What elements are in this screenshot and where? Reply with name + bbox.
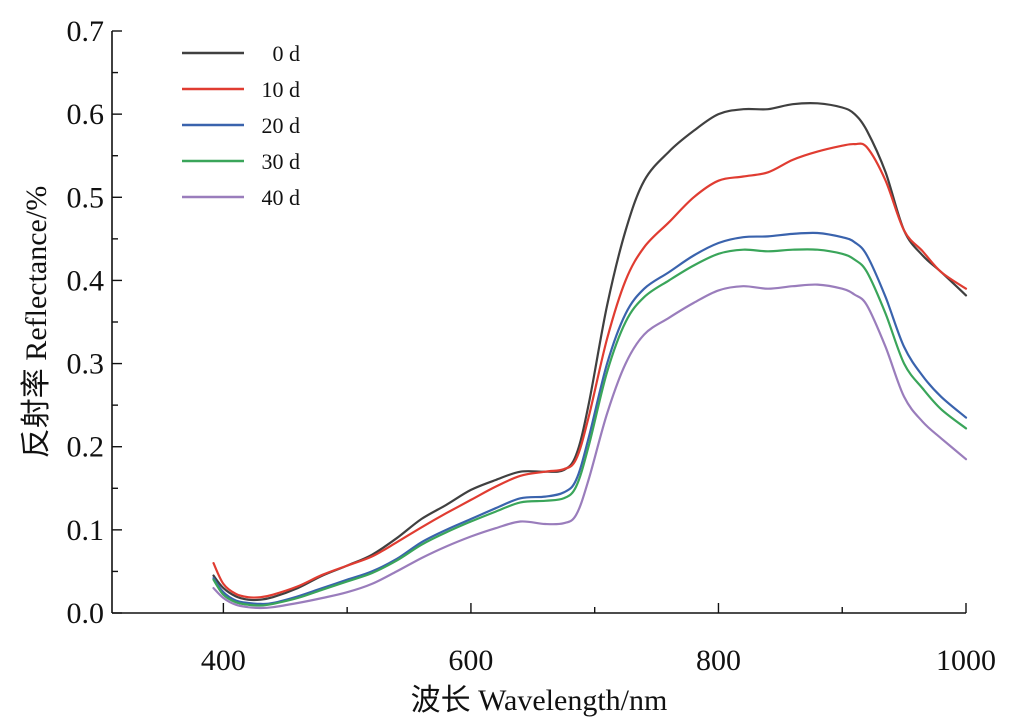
legend-label: 40 d [262,185,301,210]
y-tick-label: 0.7 [67,15,105,48]
legend-label: 0 d [273,41,301,66]
y-tick-label: 0.5 [67,181,105,214]
series-line-30d [212,248,968,607]
series-line-20d [212,231,968,606]
x-tick-label: 400 [201,644,246,677]
x-tick-label: 600 [448,644,493,677]
y-tick-label: 0.1 [67,514,105,547]
legend-label: 30 d [262,149,301,174]
tick-labels: 0.0 0.1 0.2 0.3 0.4 0.5 0.6 0.7 400 600 800 1000 [67,15,997,677]
series-line-10d [212,142,968,599]
series-line-0d [212,101,968,602]
y-tick-label: 0.6 [67,98,105,131]
legend: 0 d 10 d 20 d 30 d 40 d [182,41,300,210]
ticks [112,30,967,614]
x-axis-title: 波长 Wavelength/nm [411,684,668,717]
series-line-40d [212,283,968,610]
x-tick-label: 800 [696,644,741,677]
y-tick-label: 0.0 [67,597,105,630]
y-tick-label: 0.3 [67,348,105,381]
series-lines [212,101,968,610]
x-tick-label: 1000 [936,644,996,677]
y-axis-title: 反射率 Reflectance/% [20,186,53,458]
legend-label: 20 d [262,113,301,138]
y-tick-label: 0.2 [67,431,105,464]
legend-label: 10 d [262,77,301,102]
y-tick-label: 0.4 [67,264,105,297]
axes [111,31,966,614]
